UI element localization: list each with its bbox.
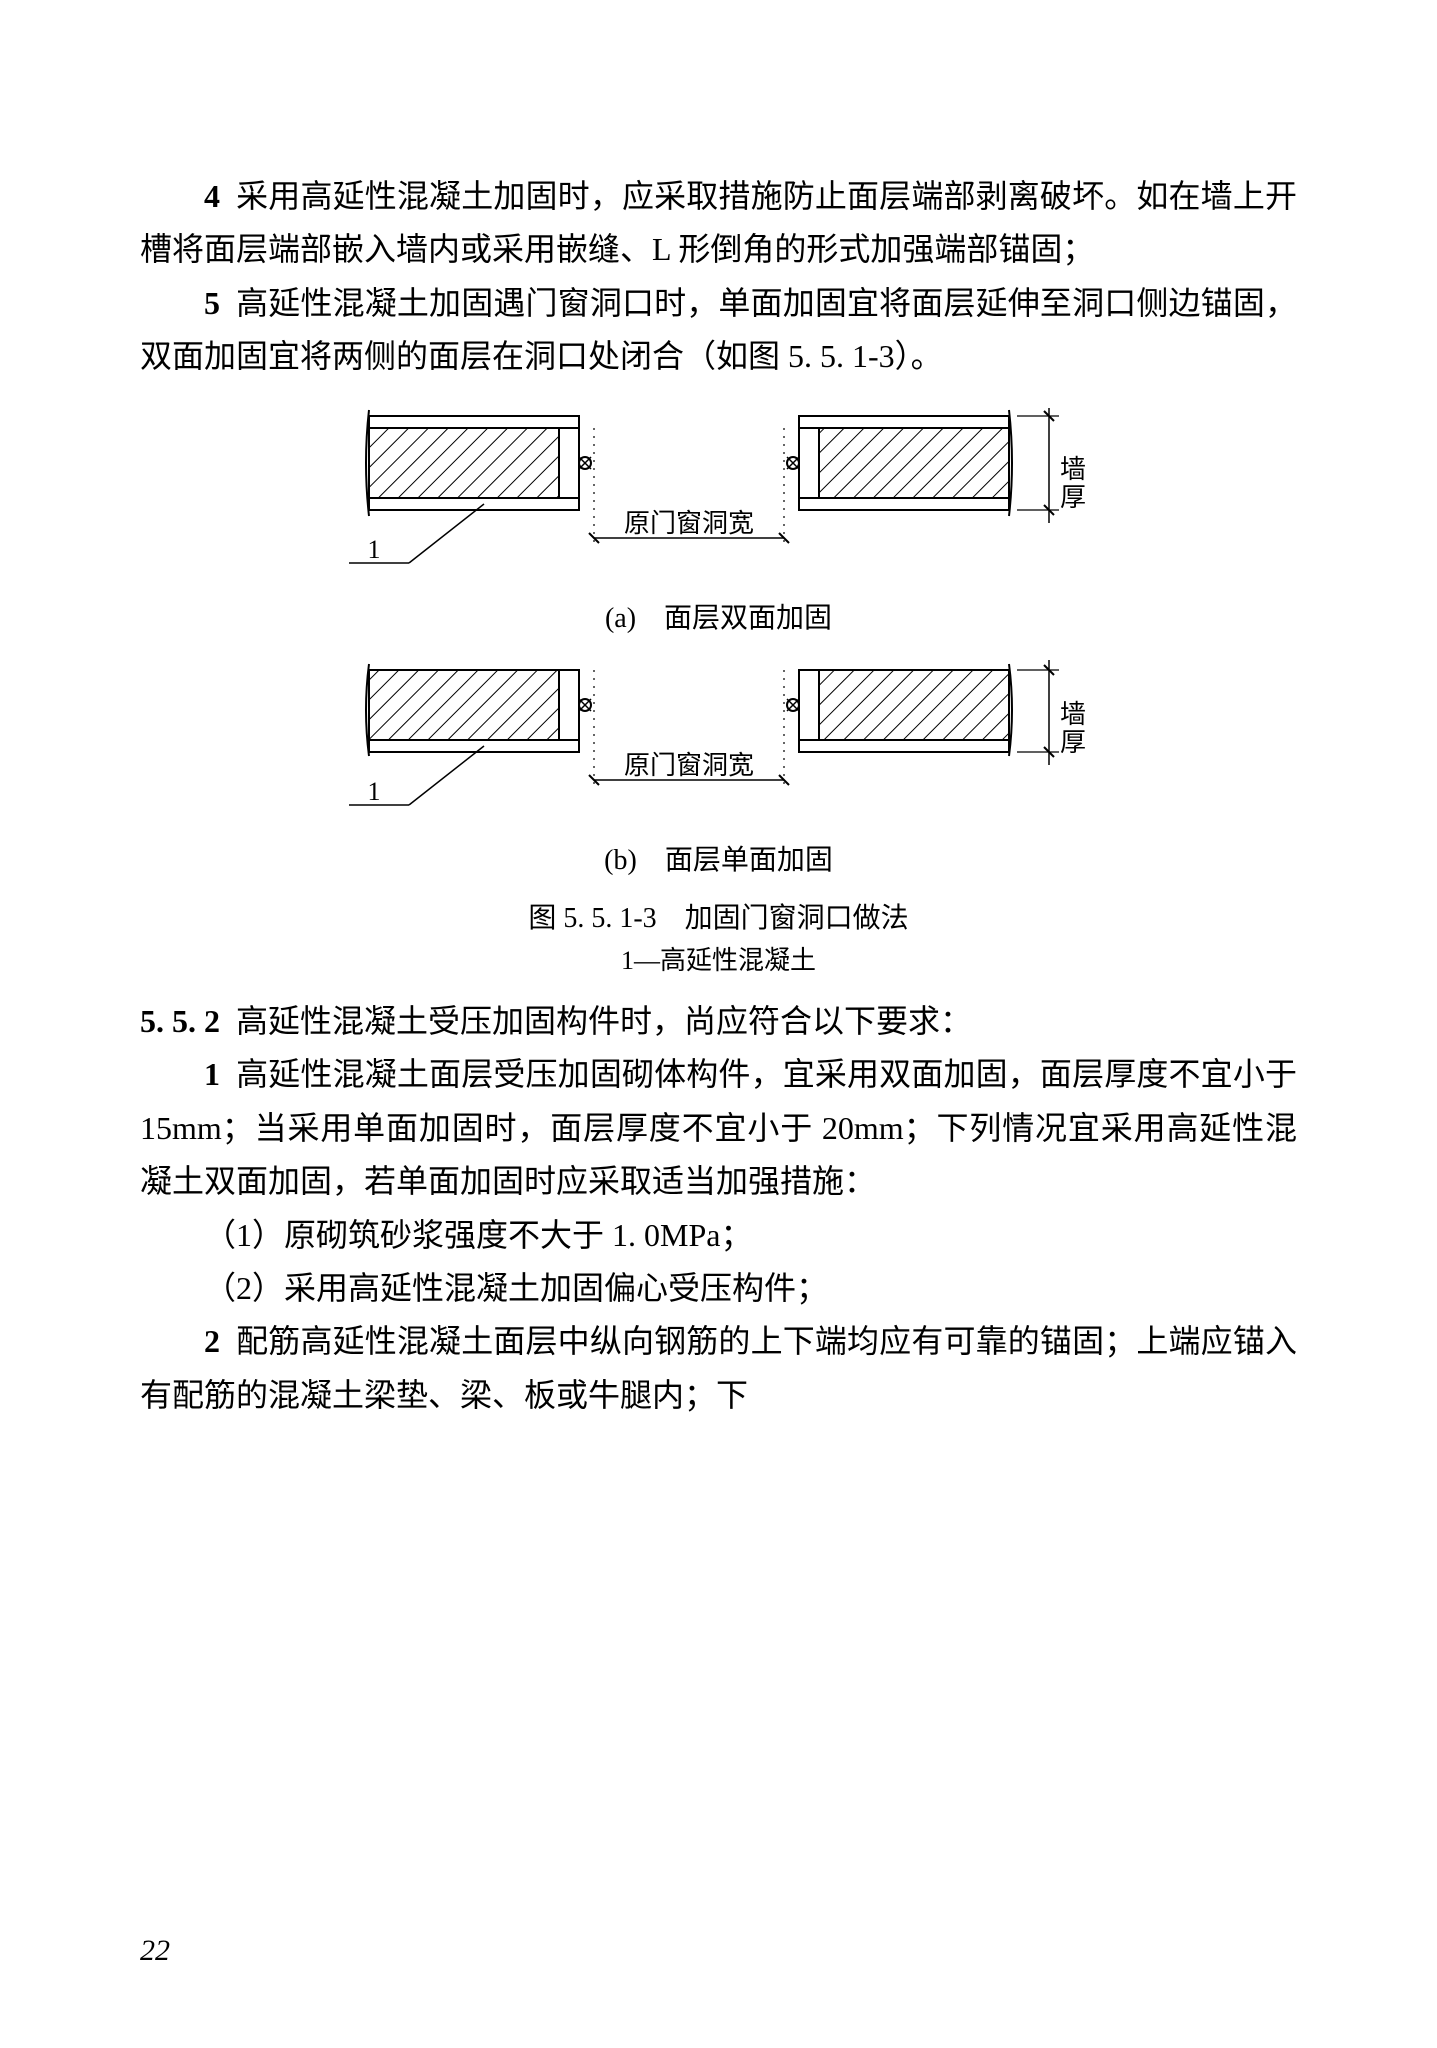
para-4-num: 4 [204, 178, 220, 214]
para-4: 4采用高延性混凝土加固时，应采取措施防止面层端部剥离破坏。如在墙上开槽将面层端部… [140, 170, 1297, 277]
sub-1: （1）原砌筑砂浆强度不大于 1. 0MPa； [140, 1209, 1297, 1262]
fig-a-leader-label: 1 [367, 535, 380, 564]
para-5-text: 高延性混凝土加固遇门窗洞口时，单面加固宜将面层延伸至洞口侧边锚固，双面加固宜将两… [140, 285, 1297, 374]
figure-a-caption: (a) 面层双面加固 [140, 596, 1297, 636]
fig-a-dim-thick: 墙厚 [1056, 455, 1085, 511]
fig-b-dim-thick: 墙厚 [1056, 700, 1085, 756]
figure-a: 原门窗洞宽 墙厚 1 (a) 面层双面加固 [140, 408, 1297, 636]
figure-b: 原门窗洞宽 墙厚 1 (b) 面层单面加固 [140, 660, 1297, 878]
figure-a-svg: 原门窗洞宽 墙厚 1 [329, 408, 1109, 588]
figure-b-svg: 原门窗洞宽 墙厚 1 [329, 660, 1109, 830]
section-552: 5. 5. 2 高延性混凝土受压加固构件时，尚应符合以下要求： [140, 995, 1297, 1048]
section-552-num: 5. 5. 2 [140, 1003, 220, 1039]
page-number: 22 [140, 1934, 170, 1968]
section-552-text: 高延性混凝土受压加固构件时，尚应符合以下要求： [236, 1003, 972, 1039]
item-1-text: 高延性混凝土面层受压加固砌体构件，宜采用双面加固，面层厚度不宜小于 15mm；当… [140, 1056, 1297, 1199]
sub-2: （2）采用高延性混凝土加固偏心受压构件； [140, 1262, 1297, 1315]
fig-a-dim-width: 原门窗洞宽 [623, 509, 753, 538]
figure-b-caption: (b) 面层单面加固 [140, 838, 1297, 878]
item-2-text: 配筋高延性混凝土面层中纵向钢筋的上下端均应有可靠的锚固；上端应锚入有配筋的混凝土… [140, 1323, 1297, 1412]
item-2: 2配筋高延性混凝土面层中纵向钢筋的上下端均应有可靠的锚固；上端应锚入有配筋的混凝… [140, 1315, 1297, 1422]
page: 4采用高延性混凝土加固时，应采取措施防止面层端部剥离破坏。如在墙上开槽将面层端部… [0, 0, 1437, 2048]
item-2-num: 2 [204, 1323, 220, 1359]
item-1: 1高延性混凝土面层受压加固砌体构件，宜采用双面加固，面层厚度不宜小于 15mm；… [140, 1048, 1297, 1208]
para-5-num: 5 [204, 285, 220, 321]
figure-title: 图 5. 5. 1-3 加固门窗洞口做法 [140, 896, 1297, 936]
para-4-text: 采用高延性混凝土加固时，应采取措施防止面层端部剥离破坏。如在墙上开槽将面层端部嵌… [140, 178, 1297, 267]
item-1-num: 1 [204, 1056, 220, 1092]
fig-b-dim-width: 原门窗洞宽 [623, 751, 753, 780]
figure-legend: 1—高延性混凝土 [140, 940, 1297, 977]
fig-b-leader-label: 1 [367, 777, 380, 806]
para-5: 5高延性混凝土加固遇门窗洞口时，单面加固宜将面层延伸至洞口侧边锚固，双面加固宜将… [140, 277, 1297, 384]
